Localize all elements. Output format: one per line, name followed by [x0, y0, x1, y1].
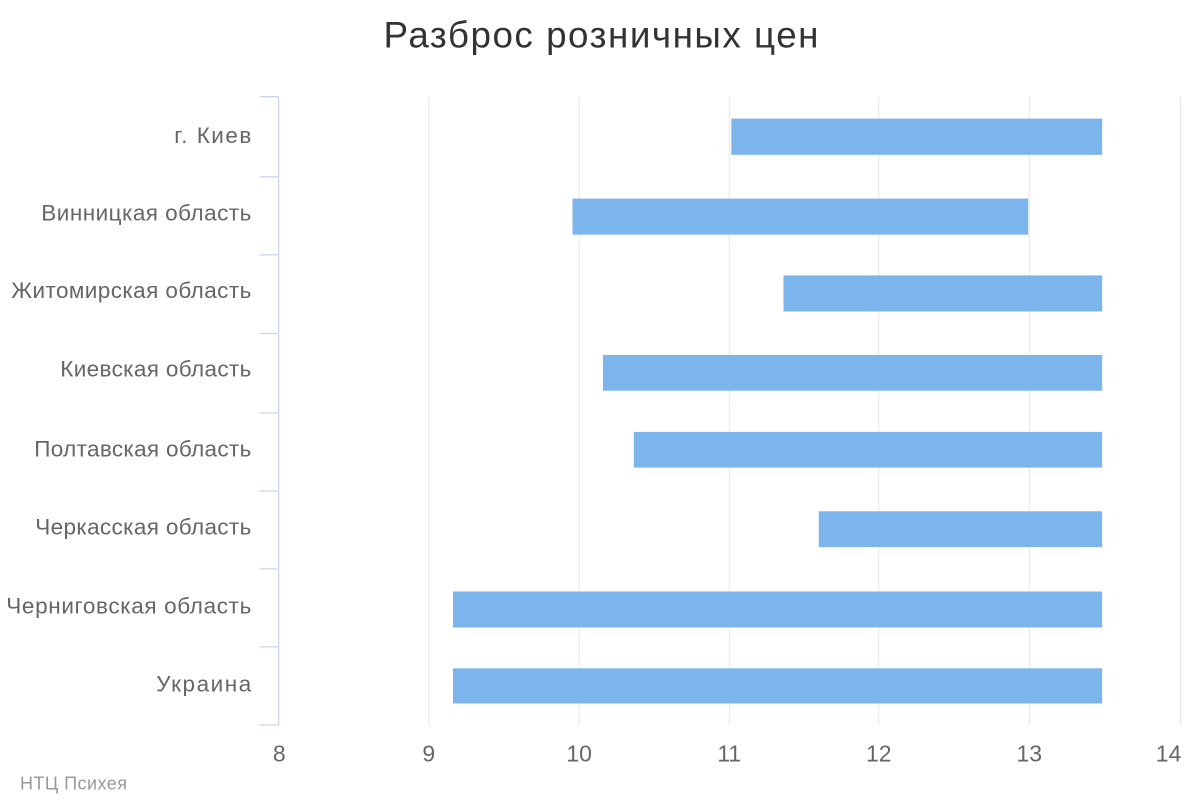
svg-text:г. Киев: г. Киев [174, 123, 251, 148]
svg-text:12: 12 [866, 741, 892, 767]
svg-text:8: 8 [273, 741, 286, 767]
svg-text:14: 14 [1156, 741, 1182, 767]
svg-text:11: 11 [717, 741, 741, 767]
svg-text:Полтавская область: Полтавская область [34, 437, 251, 462]
svg-text:10: 10 [566, 741, 592, 767]
svg-text:Житомирская область: Житомирская область [11, 278, 251, 303]
svg-text:9: 9 [422, 741, 435, 767]
svg-text:НТЦ Психея: НТЦ Психея [20, 774, 127, 794]
svg-text:Украина: Украина [156, 672, 251, 697]
svg-text:Черкасская область: Черкасская область [35, 515, 251, 540]
svg-text:13: 13 [1017, 741, 1043, 767]
svg-text:Винницкая область: Винницкая область [41, 200, 251, 225]
svg-text:Киевская область: Киевская область [60, 357, 251, 382]
svg-text:Разброс розничных цен: Разброс розничных цен [384, 15, 819, 56]
svg-text:Черниговская область: Черниговская область [6, 593, 251, 618]
